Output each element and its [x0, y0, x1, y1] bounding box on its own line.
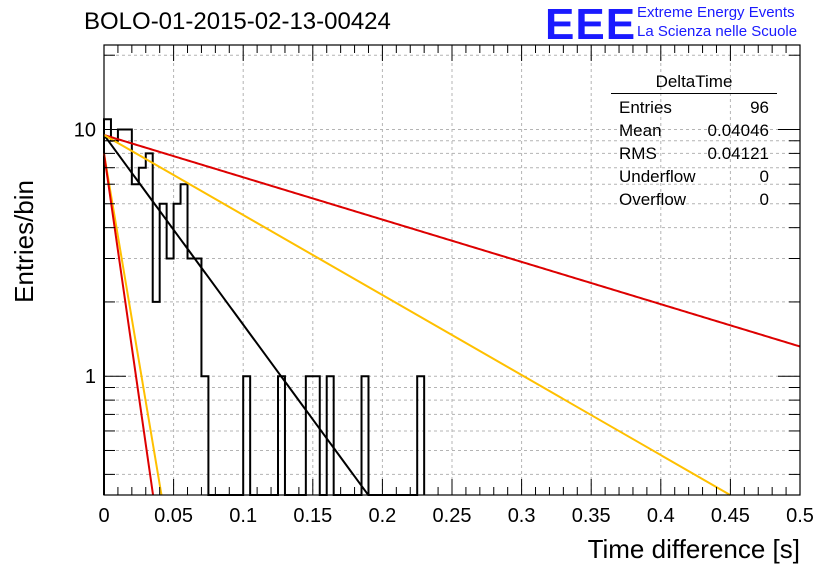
histogram-bin: [174, 204, 181, 495]
grid-lines: [104, 45, 800, 495]
axis-ticks: [103, 45, 801, 495]
histogram-bin: [243, 376, 250, 495]
stats-title: DeltaTime: [611, 72, 777, 94]
stats-label: Overflow: [619, 190, 687, 209]
histogram-bin: [327, 376, 334, 495]
fit-curve: [103, 134, 801, 348]
histogram-bin: [313, 376, 320, 495]
fit-curve: [103, 153, 155, 496]
stats-value: 0: [759, 167, 769, 186]
y-axis-label: Entries/bin: [9, 180, 39, 303]
stats-label: Underflow: [619, 167, 696, 186]
stats-value: 0: [759, 190, 769, 209]
x-axis-label: Time difference [s]: [588, 534, 800, 564]
histogram-bin: [111, 141, 118, 495]
stats-row-rms: RMS 0.04121: [611, 142, 777, 165]
histogram-bin: [362, 376, 369, 495]
y-tick-label: 1: [85, 366, 96, 388]
stats-row-underflow: Underflow 0: [611, 165, 777, 188]
x-tick-label: 0.3: [508, 505, 536, 527]
histogram-bars: [103, 118, 426, 496]
run-title: BOLO-01-2015-02-13-00424: [84, 8, 391, 35]
stats-row-overflow: Overflow 0: [611, 188, 777, 211]
histogram-bin: [417, 376, 424, 495]
logo-mark: EEE: [545, 0, 637, 49]
logo-line-2: La Scienza nelle Scuole: [637, 23, 798, 40]
stats-label: Entries: [619, 98, 672, 117]
histogram-bin: [278, 376, 285, 495]
x-tick-label: 0.15: [293, 505, 332, 527]
histogram-bin: [201, 376, 208, 495]
stats-box: DeltaTime Entries 96 Mean 0.04046 RMS 0.…: [611, 72, 777, 211]
x-tick-label: 0.45: [711, 505, 750, 527]
logo-line-1: Extreme Energy Events: [637, 4, 795, 21]
x-tick-label: 0.4: [647, 505, 675, 527]
histogram-bin: [181, 184, 188, 495]
stats-label: RMS: [619, 144, 657, 163]
x-tick-label: 0.2: [368, 505, 396, 527]
fit-curve: [103, 134, 370, 496]
stats-row-mean: Mean 0.04046: [611, 119, 777, 142]
x-tick-label: 0: [98, 505, 109, 527]
histogram-bin: [188, 258, 195, 495]
histogram-bin: [160, 204, 167, 495]
x-tick-label: 0.1: [229, 505, 257, 527]
fit-curves: [103, 134, 801, 496]
x-tick-label: 0.05: [154, 505, 193, 527]
x-tick-label: 0.5: [786, 505, 814, 527]
fit-curve: [103, 153, 163, 496]
histogram-bin: [306, 376, 313, 495]
histogram-bin: [167, 258, 174, 495]
y-tick-labels: 1 10: [74, 119, 96, 388]
histogram-outline: [103, 118, 426, 496]
stats-value: 96: [750, 98, 769, 117]
y-tick-label: 10: [74, 119, 96, 141]
histogram-bin: [194, 258, 201, 495]
stats-row-entries: Entries 96: [611, 96, 777, 119]
histogram-bin: [139, 168, 146, 495]
x-tick-label: 0.35: [572, 505, 611, 527]
stats-value: 0.04121: [707, 144, 769, 163]
x-tick-labels: 0 0.05 0.1 0.15 0.2 0.25 0.3 0.35 0.4 0.45 0.5: [98, 505, 813, 527]
x-tick-label: 0.25: [433, 505, 472, 527]
histogram-bin: [146, 153, 153, 495]
stats-value: 0.04046: [707, 121, 769, 140]
fit-curve: [103, 134, 731, 496]
stats-label: Mean: [619, 121, 662, 140]
